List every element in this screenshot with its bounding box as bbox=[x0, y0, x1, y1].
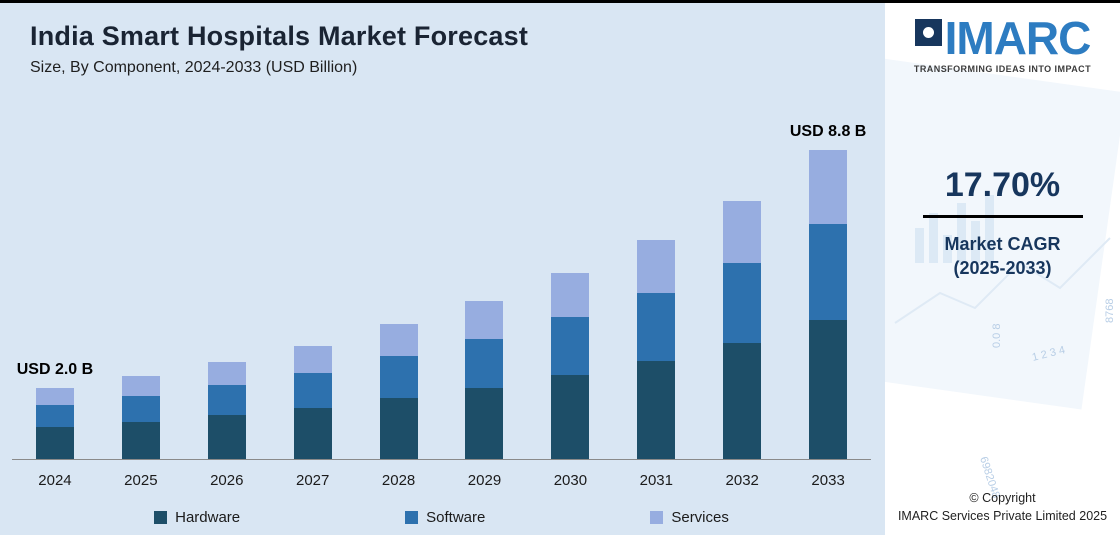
legend-item-services: Services bbox=[650, 509, 729, 526]
legend-swatch-hardware bbox=[154, 511, 168, 524]
x-axis-labels: 2024 2025 2026 2027 2028 2029 2030 2031 2032 2033 bbox=[12, 472, 871, 489]
chart-title: India Smart Hospitals Market Forecast bbox=[30, 21, 529, 51]
bar-2033-services bbox=[809, 150, 848, 224]
bar-2024-software bbox=[35, 405, 74, 427]
bar-2030-hardware bbox=[551, 375, 590, 459]
legend-label-hardware: Hardware bbox=[175, 509, 241, 526]
bar-2029-software bbox=[465, 339, 504, 388]
imarc-tagline: TRANSFORMING IDEAS INTO IMPACT bbox=[913, 64, 1092, 74]
watermark-number-c: 8768 bbox=[1104, 299, 1116, 323]
bar-column-2024: USD 2.0 B bbox=[12, 361, 98, 459]
bar-2032-software bbox=[723, 263, 762, 343]
bar-column-2029 bbox=[442, 301, 528, 459]
chart-legend: Hardware Software Services bbox=[12, 509, 871, 526]
x-axis-label-2033: 2033 bbox=[811, 472, 845, 489]
bar-2031-hardware bbox=[637, 361, 676, 459]
cagr-underline bbox=[922, 215, 1083, 218]
x-axis-label-2024: 2024 bbox=[38, 472, 72, 489]
legend-item-hardware: Hardware bbox=[154, 509, 240, 526]
bar-2029-services bbox=[465, 301, 504, 339]
cagr-value: 17.70% bbox=[944, 166, 1061, 204]
legend-label-services: Services bbox=[671, 509, 729, 526]
side-panel: 0.0 8 1 2 3 4 6982048 8768 IMARC TRANSFO… bbox=[885, 3, 1120, 535]
bar-column-2032 bbox=[699, 201, 785, 459]
bar-2028-services bbox=[379, 324, 418, 356]
x-axis-label-2027: 2027 bbox=[295, 472, 330, 489]
bar-2030-services bbox=[551, 273, 590, 317]
bar-2025-software bbox=[121, 396, 160, 422]
bar-column-2031 bbox=[613, 240, 699, 459]
copyright: © Copyright IMARC Services Private Limit… bbox=[885, 489, 1120, 525]
legend-label-software: Software bbox=[426, 509, 486, 526]
bar-2031-services bbox=[637, 240, 676, 293]
legend-swatch-software bbox=[405, 511, 419, 524]
bar-column-2033: USD 8.8 B bbox=[785, 123, 871, 459]
cagr-label-line2: (2025-2033) bbox=[953, 258, 1052, 279]
imarc-logo-text: IMARC bbox=[944, 12, 1092, 64]
bar-2024-hardware bbox=[35, 427, 74, 459]
bar-2027-services bbox=[293, 346, 332, 373]
x-axis-label-2025: 2025 bbox=[124, 472, 158, 489]
imarc-logo-dot-icon bbox=[922, 27, 934, 38]
bar-2033-hardware bbox=[809, 320, 848, 459]
x-axis-label-2026: 2026 bbox=[210, 472, 244, 489]
bar-2026-software bbox=[207, 385, 246, 415]
cagr-label-line1: Market CAGR bbox=[944, 234, 1061, 254]
watermark-number-a: 1 2 3 4 bbox=[1031, 344, 1067, 364]
x-axis-label-2032: 2032 bbox=[725, 472, 759, 489]
copyright-line2: IMARC Services Private Limited 2025 bbox=[897, 508, 1108, 523]
x-axis-label-2030: 2030 bbox=[553, 472, 588, 489]
watermark-number-d: 0.0 8 bbox=[991, 324, 1003, 348]
x-axis-label-2028: 2028 bbox=[381, 472, 416, 489]
bar-2031-software bbox=[637, 293, 676, 361]
imarc-logo-square-icon bbox=[914, 19, 942, 46]
bar-chart: USD 2.0 B USD 8.8 B bbox=[12, 108, 871, 460]
bar-2032-services bbox=[723, 201, 762, 263]
legend-item-software: Software bbox=[405, 509, 485, 526]
bar-2024-services bbox=[35, 388, 74, 405]
annotation-2024: USD 2.0 B bbox=[16, 361, 94, 378]
bar-column-2030 bbox=[527, 273, 613, 459]
annotation-2033: USD 8.8 B bbox=[789, 123, 867, 140]
bar-2026-services bbox=[207, 362, 246, 385]
bar-2032-hardware bbox=[723, 343, 762, 459]
imarc-logo: IMARC bbox=[885, 15, 1120, 61]
cagr-block: 17.70% Market CAGR (2025-2033) bbox=[885, 166, 1120, 281]
bar-2027-hardware bbox=[293, 408, 332, 459]
bar-2027-software bbox=[293, 373, 332, 408]
bar-2028-hardware bbox=[379, 398, 418, 459]
bar-column-2027 bbox=[270, 346, 356, 459]
side-content: IMARC TRANSFORMING IDEAS INTO IMPACT 17.… bbox=[885, 15, 1120, 281]
bar-column-2028 bbox=[356, 324, 442, 459]
bar-column-2026 bbox=[184, 362, 270, 459]
bar-2025-hardware bbox=[121, 422, 160, 459]
bar-column-2025 bbox=[98, 376, 184, 459]
bar-2025-services bbox=[121, 376, 160, 396]
x-axis-label-2031: 2031 bbox=[639, 472, 673, 489]
bar-2029-hardware bbox=[465, 388, 504, 459]
x-axis-label-2029: 2029 bbox=[467, 472, 502, 489]
chart-subtitle: Size, By Component, 2024-2033 (USD Billi… bbox=[30, 59, 358, 76]
bar-2030-software bbox=[551, 317, 590, 375]
bar-2033-software bbox=[809, 224, 848, 320]
copyright-line1: © Copyright bbox=[969, 490, 1036, 505]
bar-2026-hardware bbox=[207, 415, 246, 459]
legend-swatch-services bbox=[650, 511, 664, 524]
bar-2028-software bbox=[379, 356, 418, 398]
chart-panel: India Smart Hospitals Market Forecast Si… bbox=[0, 3, 885, 535]
